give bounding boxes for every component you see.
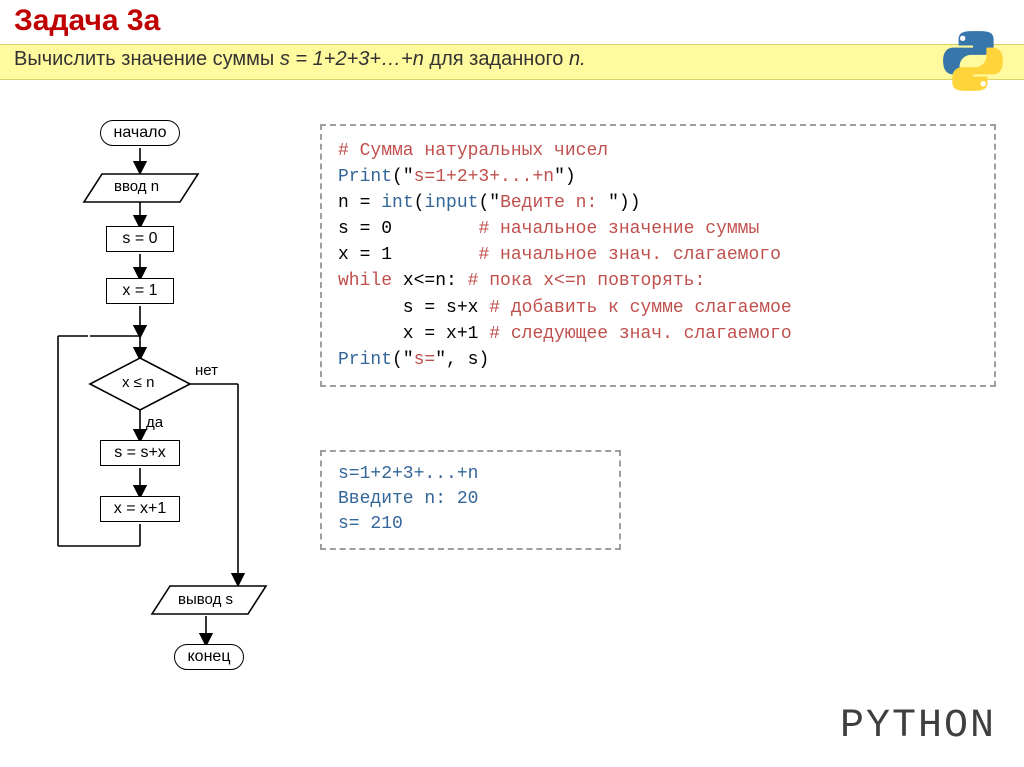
code-comment: # начальное значение суммы — [478, 219, 759, 239]
code-kw: Print — [338, 167, 392, 187]
flow-s0: s = 0 — [106, 226, 174, 252]
python-wordmark: PYTHON — [840, 704, 996, 749]
subtitle-post: для заданного — [424, 48, 569, 70]
code-text: (" — [392, 350, 414, 370]
code-kw: input — [424, 193, 478, 213]
code-kw: int — [381, 193, 413, 213]
code-kw-while: while — [338, 271, 392, 291]
subtitle: Вычислить значение суммы s = 1+2+3+…+n д… — [14, 48, 586, 71]
flow-no: нет — [195, 362, 218, 379]
code-text: s = s+x — [338, 298, 489, 318]
output-line: s=1+2+3+...+n — [338, 464, 478, 484]
flow-xx1: x = x+1 — [100, 496, 180, 522]
code-comment: # добавить к сумме слагаемое — [489, 298, 791, 318]
python-logo-icon — [940, 28, 1006, 99]
flow-cond: x ≤ n — [122, 374, 154, 391]
code-text: ") — [554, 167, 576, 187]
flowchart: начало ввод n s = 0 x = 1 x ≤ n нет да s… — [30, 118, 290, 738]
code-comment: # Сумма натуральных чисел — [338, 141, 608, 161]
output-line: s= 210 — [338, 514, 403, 534]
code-text: n = — [338, 193, 381, 213]
subtitle-n: n. — [569, 48, 586, 70]
code-text: (" — [478, 193, 500, 213]
flow-ssx: s = s+x — [100, 440, 180, 466]
flow-input: ввод n — [114, 178, 159, 195]
flow-end: конец — [174, 644, 244, 670]
code-text: ")) — [608, 193, 640, 213]
output-line: Введите n: 20 — [338, 489, 478, 509]
code-comment: # следующее знач. слагаемого — [489, 324, 791, 344]
code-string: s=1+2+3+...+n — [414, 167, 554, 187]
code-text: x<=n: — [392, 271, 468, 291]
flow-start: начало — [100, 120, 180, 146]
code-kw: Print — [338, 350, 392, 370]
flow-output: вывод s — [178, 591, 233, 608]
code-comment: # пока x<=n повторять: — [468, 271, 706, 291]
task-title: Задача 3а — [14, 4, 160, 38]
code-text: s = 0 — [338, 219, 478, 239]
flow-x1: x = 1 — [106, 278, 174, 304]
code-string: s= — [414, 350, 436, 370]
code-text: ( — [414, 193, 425, 213]
flow-input-text: ввод n — [114, 178, 159, 195]
code-text: x = x+1 — [338, 324, 489, 344]
subtitle-formula: s = 1+2+3+…+n — [280, 48, 424, 70]
code-block: # Сумма натуральных чисел Print("s=1+2+3… — [320, 124, 996, 387]
subtitle-pre: Вычислить значение суммы — [14, 48, 280, 70]
page: Задача 3а Вычислить значение суммы s = 1… — [0, 0, 1024, 767]
output-block: s=1+2+3+...+n Введите n: 20 s= 210 — [320, 450, 621, 550]
code-text: (" — [392, 167, 414, 187]
code-text: x = 1 — [338, 245, 478, 265]
code-string: Ведите n: — [500, 193, 608, 213]
flow-yes: да — [146, 414, 163, 431]
code-text: ", s) — [435, 350, 489, 370]
code-comment: # начальное знач. слагаемого — [478, 245, 780, 265]
